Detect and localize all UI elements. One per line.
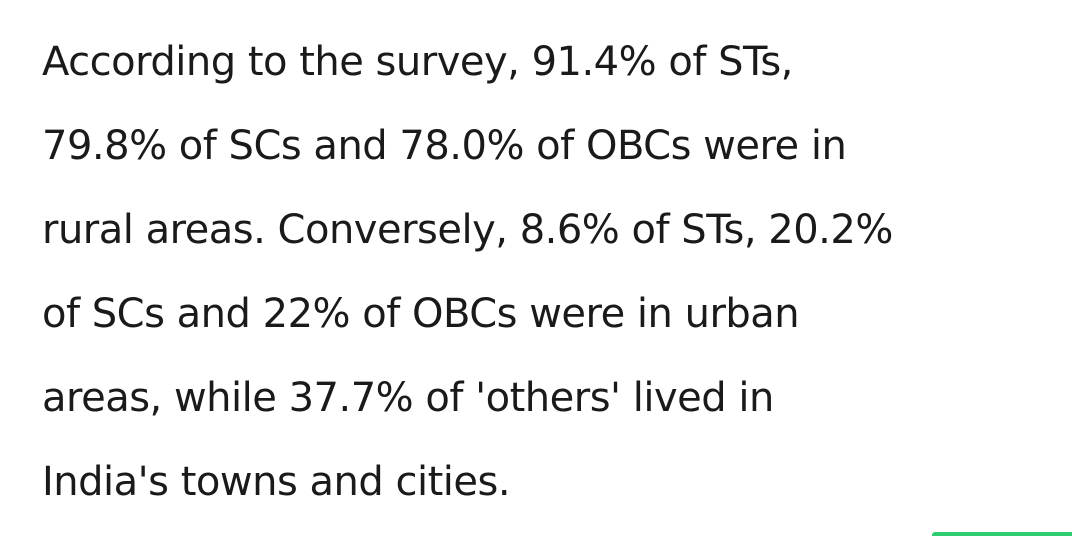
- paragraph-line: According to the survey, 91.4% of STs,: [42, 39, 793, 85]
- paragraph-line: of SCs and 22% of OBCs were in urban: [42, 291, 800, 337]
- paragraph-line: areas, while 37.7% of 'others' lived in: [42, 375, 774, 421]
- paragraph-line: India's towns and cities.: [42, 459, 511, 505]
- paragraph-line: rural areas. Conversely, 8.6% of STs, 20…: [42, 207, 893, 253]
- paragraph-line: 79.8% of SCs and 78.0% of OBCs were in: [42, 123, 847, 169]
- green-accent-bar: [932, 532, 1072, 536]
- article-paragraph: According to the survey, 91.4% of STs, 7…: [42, 20, 1052, 524]
